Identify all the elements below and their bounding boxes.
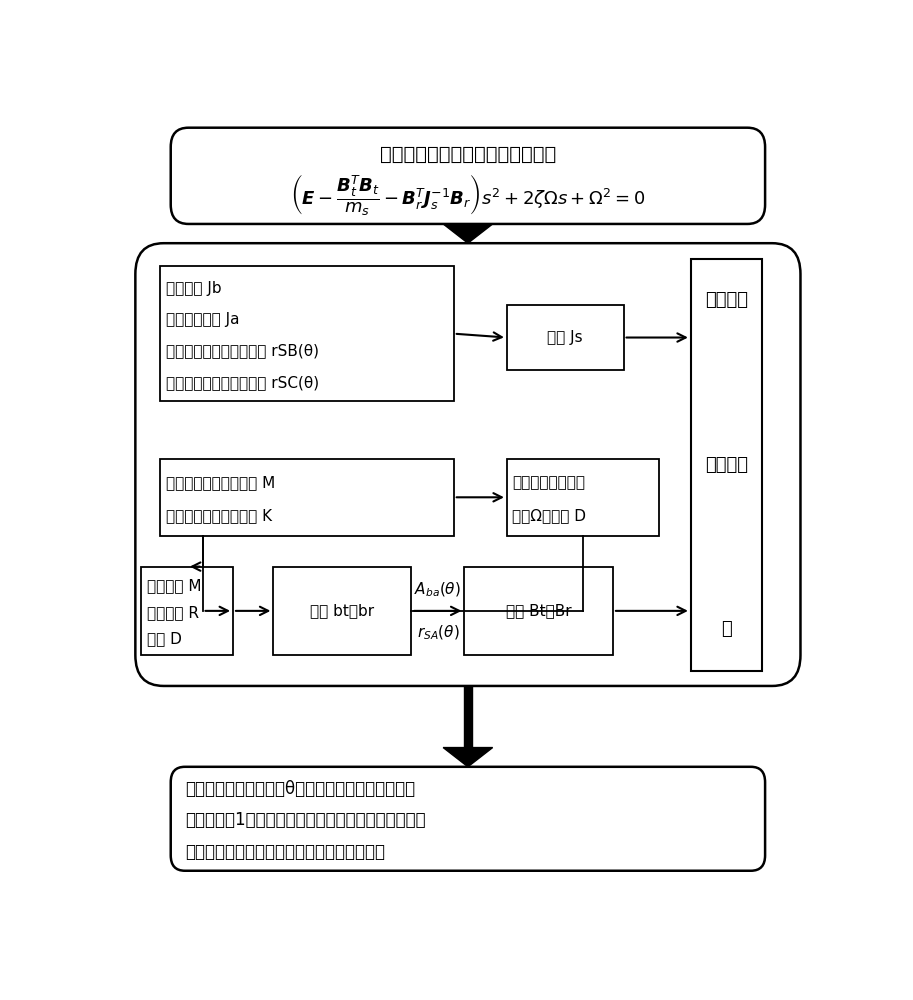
Text: 挠性附件惯量 Ja: 挠性附件惯量 Ja — [166, 312, 239, 327]
Text: 特征方程（1），得到对应位置的整星系统模态，从而: 特征方程（1），得到对应位置的整星系统模态，从而 — [184, 811, 425, 829]
Text: 挠性太阳阵的刚度矩阵 K: 挠性太阳阵的刚度矩阵 K — [166, 508, 272, 523]
Text: 阵型 D: 阵型 D — [147, 632, 182, 647]
Bar — [273, 567, 411, 655]
Bar — [507, 305, 624, 370]
Polygon shape — [443, 748, 493, 767]
Text: 求取 Js: 求取 Js — [548, 330, 583, 345]
Text: $\left(\boldsymbol{E} - \dfrac{\boldsymbol{B}_t^T\boldsymbol{B}_t}{m_s} - \bolds: $\left(\boldsymbol{E} - \dfrac{\boldsymb… — [290, 172, 645, 217]
Bar — [160, 459, 454, 536]
Text: 整星质心到附件质心矢量 rSC(θ): 整星质心到附件质心矢量 rSC(θ) — [166, 375, 319, 390]
Text: 整星系统结构动力学特征方程建立: 整星系统结构动力学特征方程建立 — [380, 145, 556, 164]
Text: 程: 程 — [720, 620, 731, 638]
Bar — [141, 567, 233, 655]
Text: 挠性太阳阵的质量矩阵 M: 挠性太阳阵的质量矩阵 M — [166, 475, 275, 490]
Text: 本体惯量 Jb: 本体惯量 Jb — [166, 281, 222, 296]
FancyBboxPatch shape — [171, 767, 765, 871]
Bar — [160, 266, 454, 401]
Text: 整星动力: 整星动力 — [705, 291, 748, 309]
Polygon shape — [443, 224, 493, 243]
Text: 质量矩阵 M: 质量矩阵 M — [147, 578, 201, 593]
Bar — [464, 686, 472, 748]
Text: 位移矩阵 R: 位移矩阵 R — [147, 605, 199, 620]
Text: $A_{ba}(\theta)$: $A_{ba}(\theta)$ — [415, 580, 461, 599]
Bar — [465, 567, 613, 655]
Text: 求取 Bt、Br: 求取 Bt、Br — [506, 603, 572, 618]
Text: 对应挠性附件不同位置θ，求取特征方程系数，求解: 对应挠性附件不同位置θ，求取特征方程系数，求解 — [184, 780, 415, 798]
Bar — [507, 459, 659, 536]
Bar — [691, 259, 761, 671]
FancyBboxPatch shape — [135, 243, 801, 686]
Text: 频率Ω和阵型 D: 频率Ω和阵型 D — [512, 508, 586, 523]
Text: 求取 bt、br: 求取 bt、br — [310, 603, 374, 618]
Text: $r_{SA}(\theta)$: $r_{SA}(\theta)$ — [416, 623, 459, 642]
Text: 获得整星系统模态随挠性附件位置变化的规律: 获得整星系统模态随挠性附件位置变化的规律 — [184, 843, 385, 861]
Text: 有限元分析求取：: 有限元分析求取： — [512, 475, 585, 490]
Text: 整星质心到本体质心矢量 rSB(θ): 整星质心到本体质心矢量 rSB(θ) — [166, 343, 319, 358]
Text: 学特征方: 学特征方 — [705, 456, 748, 474]
FancyBboxPatch shape — [171, 128, 765, 224]
